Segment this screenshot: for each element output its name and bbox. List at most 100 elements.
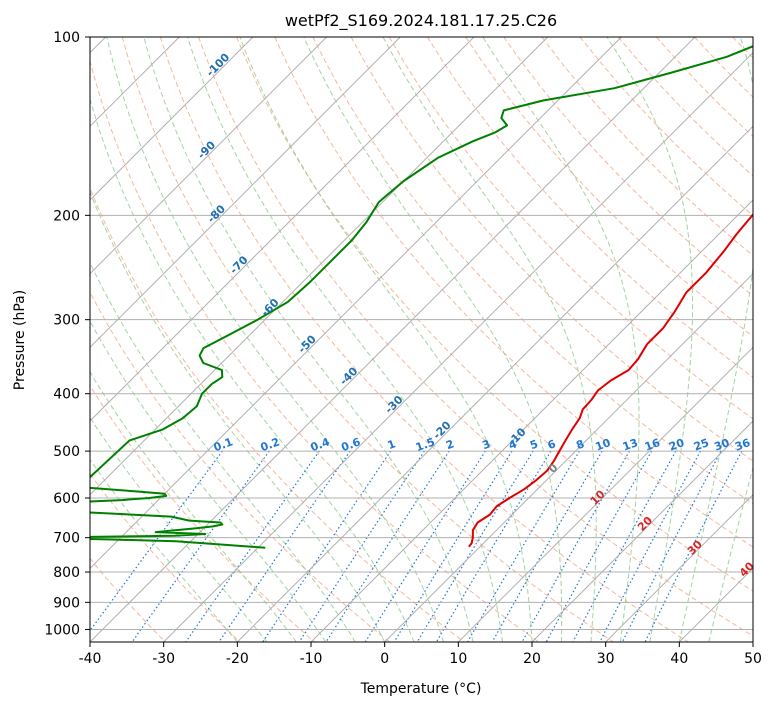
x-tick-label: -20 xyxy=(226,651,249,667)
isotherm-line xyxy=(90,37,475,422)
mixing-ratio-label: 0.6 xyxy=(340,435,363,454)
mixing-ratio-line xyxy=(545,450,653,642)
dry-adiabat-line xyxy=(90,472,241,642)
mixing-ratio-line xyxy=(90,450,223,632)
isotherm-line xyxy=(605,493,753,642)
mixing-ratio-label: 6 xyxy=(546,437,558,452)
mixing-ratio-line xyxy=(298,450,425,642)
dry-adiabat-line xyxy=(312,37,753,505)
mixing-ratio-label: 1.5 xyxy=(414,435,437,454)
dry-adiabat-line xyxy=(350,37,753,462)
isotherm-line xyxy=(90,37,696,642)
isotherm-line xyxy=(163,51,753,642)
mixing-ratio-label: 36 xyxy=(733,436,752,454)
moist-adiabat-line xyxy=(106,37,445,642)
mixing-ratio-label: 13 xyxy=(621,436,640,453)
mixing-ratio-label: 20 xyxy=(667,436,686,454)
y-tick-label: 300 xyxy=(53,313,80,329)
dry-adiabat-line xyxy=(388,37,753,420)
x-axis-label: Temperature (°C) xyxy=(360,681,482,697)
x-tick-label: -40 xyxy=(79,651,102,667)
moist-adiabat-line xyxy=(606,37,694,642)
mixing-ratio-line xyxy=(644,450,743,642)
mixing-ratio-line xyxy=(599,450,702,642)
moist-adiabat-line xyxy=(708,465,753,642)
mixing-ratio-line xyxy=(185,450,320,642)
y-axis-label: Pressure (hPa) xyxy=(12,290,28,390)
isotherm-line xyxy=(236,125,753,642)
isotherm-line xyxy=(310,199,753,642)
mixing-ratio-label: 4 xyxy=(507,437,519,452)
isotherm-line xyxy=(384,272,753,642)
mixing-ratio-line xyxy=(521,450,631,642)
moist-adiabat-line xyxy=(482,37,640,642)
mixing-ratio-label: 30 xyxy=(712,436,731,454)
temperature-profile-line xyxy=(468,212,753,548)
moist-adiabat-line xyxy=(382,37,597,642)
dry-adiabat-line xyxy=(90,59,540,642)
mixing-ratio-label: 5 xyxy=(528,437,540,452)
dry-adiabat-line xyxy=(159,37,689,642)
y-tick-label: 1000 xyxy=(44,622,80,638)
mixing-ratio-label: 8 xyxy=(574,437,586,452)
mixing-ratio-line xyxy=(218,450,351,642)
dry-adiabat-line xyxy=(121,37,614,642)
moist-adiabat-line xyxy=(90,458,238,642)
x-axis-ticks: -40 -30 -20 -10 0 10 20 30 40 50 xyxy=(79,642,762,667)
chart-title: wetPf2_S169.2024.181.17.25.C26 xyxy=(285,11,557,31)
dry-adiabat-line xyxy=(426,37,753,378)
dry-adiabat-line xyxy=(236,37,753,592)
isotherm-line xyxy=(90,37,254,201)
background-lines xyxy=(90,37,753,642)
moist-adiabat-line xyxy=(90,320,327,642)
profile-lines xyxy=(90,45,753,549)
isotherm-line xyxy=(531,420,753,642)
mixing-ratio-label: 1 xyxy=(386,437,398,452)
y-tick-label: 400 xyxy=(53,387,80,403)
x-tick-label: 30 xyxy=(597,651,615,667)
x-tick-label: -30 xyxy=(152,651,175,667)
x-tick-label: 0 xyxy=(380,651,389,667)
y-tick-label: 700 xyxy=(53,531,80,547)
mixing-ratio-label: 3 xyxy=(480,437,492,452)
isotherm-line xyxy=(90,37,328,275)
plot-frame xyxy=(89,36,754,643)
mixing-ratio-label: 0.1 xyxy=(212,435,235,454)
mixing-ratio-line xyxy=(621,450,722,642)
moist-adiabat-line xyxy=(90,261,356,642)
mixing-ratio-line xyxy=(572,450,677,642)
y-tick-label: 900 xyxy=(53,595,80,611)
mixing-ratio-line xyxy=(262,450,392,642)
isotherm-line xyxy=(90,37,549,496)
pressure-gridlines xyxy=(90,37,753,630)
moist-adiabat-line xyxy=(187,37,503,642)
dry-adiabat-line xyxy=(90,384,316,642)
x-tick-label: 10 xyxy=(449,651,467,667)
mixing-ratio-line xyxy=(491,450,603,642)
y-tick-label: 500 xyxy=(53,444,80,460)
y-tick-label: 100 xyxy=(53,30,80,46)
dry-adiabat-line xyxy=(90,291,390,642)
dry-adiabat-line xyxy=(274,37,753,548)
moist-adiabat-line xyxy=(303,37,563,642)
isotherm-line xyxy=(90,37,622,570)
mixing-ratio-label: 25 xyxy=(692,436,711,453)
y-axis-ticks: 100 200 300 400 500 600 700 800 900 1000 xyxy=(44,30,90,638)
dry-adiabat-line xyxy=(90,186,465,642)
isotherm-line xyxy=(457,346,753,642)
moist-adiabat-line xyxy=(678,37,753,642)
moist-adiabat-line xyxy=(239,37,533,642)
dry-adiabat-line xyxy=(465,37,753,338)
mixing-ratio-label: 2 xyxy=(444,437,456,452)
isotherm-line xyxy=(90,37,401,349)
y-tick-label: 200 xyxy=(53,208,80,224)
dewpoint-profile-line xyxy=(90,45,753,549)
x-tick-label: 50 xyxy=(744,651,762,667)
y-tick-label: 800 xyxy=(53,565,80,581)
x-tick-label: 20 xyxy=(523,651,541,667)
mixing-ratio-line xyxy=(416,450,534,642)
moist-adiabat-line xyxy=(143,37,474,642)
y-tick-label: 600 xyxy=(53,491,80,507)
